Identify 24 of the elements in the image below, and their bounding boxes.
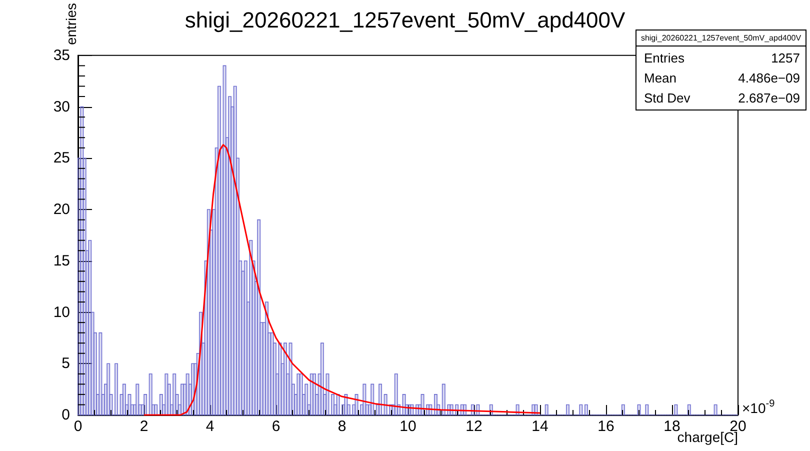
text: Mean 4.486e−09 bbox=[644, 70, 800, 86]
y-tick-label: 35 bbox=[53, 46, 70, 64]
y-tick-label: 25 bbox=[53, 150, 70, 167]
x-tick-label: 16 bbox=[598, 418, 614, 435]
y-tick-label: 0 bbox=[62, 406, 70, 424]
y-axis-title: entries bbox=[63, 3, 79, 46]
text: Std Dev 2.687e−09 bbox=[644, 90, 800, 106]
y-tick-label: 20 bbox=[53, 201, 70, 218]
x-tick-label: 18 bbox=[664, 418, 680, 435]
x-tick-label: 2 bbox=[140, 418, 148, 435]
x-tick-label: 10 bbox=[400, 418, 416, 435]
y-tick-label: 5 bbox=[62, 355, 70, 372]
chart-title: shigi_20260221_1257event_50mV_apd400V bbox=[184, 8, 626, 32]
x-tick-label: 0 bbox=[74, 418, 82, 435]
y-tick-label: 10 bbox=[53, 304, 70, 321]
x-tick-label: 14 bbox=[532, 418, 548, 435]
x-tick-label: 6 bbox=[272, 418, 280, 435]
text: Entries 1257 bbox=[644, 50, 800, 66]
y-tick-label: 15 bbox=[53, 252, 70, 270]
x-tick-label: 8 bbox=[338, 418, 346, 435]
y-tick-label: 30 bbox=[53, 98, 70, 116]
chart-title: shigi_20260221_1257event_50mV_apd400V bbox=[640, 34, 802, 42]
x-tick-label: 4 bbox=[206, 418, 214, 435]
x-tick-label: 12 bbox=[466, 418, 482, 435]
